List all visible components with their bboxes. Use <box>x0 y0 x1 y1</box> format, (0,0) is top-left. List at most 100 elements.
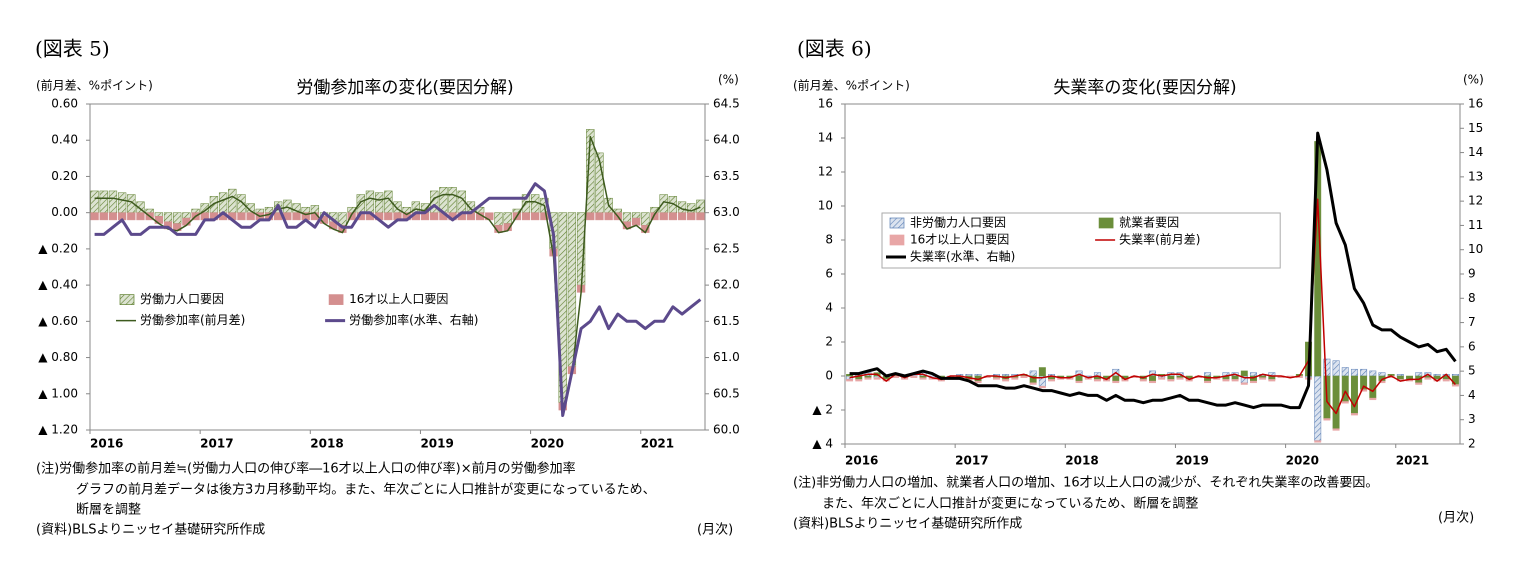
x-tick-label: 2016 <box>90 437 123 451</box>
plot-frame <box>89 103 706 431</box>
bar <box>1350 375 1358 414</box>
note: グラフの前月差データは後方3カ月移動平均。また、年次ごとに人口推計が変更になって… <box>76 482 656 498</box>
line <box>94 182 702 417</box>
bar <box>374 192 384 213</box>
bar <box>1259 377 1267 380</box>
y2-tick-label: 12 <box>1468 194 1483 208</box>
y2-tick-label: 62.5 <box>713 241 740 255</box>
bar <box>1231 379 1239 382</box>
chart-title: 労働参加率の変化(要因分解) <box>296 78 513 98</box>
y2-tick-label: 9 <box>1468 267 1476 281</box>
y2-tick-label: 13 <box>1468 169 1483 183</box>
y-tick-label: 6 <box>825 267 833 281</box>
y-tick-label: 10 <box>818 199 833 213</box>
y-tick-label: 2 <box>825 335 833 349</box>
bar <box>919 377 927 380</box>
y-tick-label: 8 <box>825 233 833 247</box>
y-axis-label: (前月差、%ポイント) <box>793 78 910 93</box>
bar <box>855 379 863 382</box>
legend-label: 16才以上人口要因 <box>349 292 448 306</box>
bar <box>430 212 439 221</box>
bar <box>1112 380 1120 384</box>
legend-label: 労働参加率(水準、右軸) <box>349 312 478 327</box>
bar <box>622 212 632 222</box>
bar <box>283 199 292 213</box>
bar <box>99 212 108 221</box>
y2-tick-label: 6 <box>1468 339 1476 353</box>
bar <box>1048 379 1055 382</box>
bar <box>659 194 668 213</box>
bar <box>90 190 99 213</box>
bar <box>1158 377 1166 380</box>
bar <box>1240 382 1248 385</box>
bar <box>218 192 228 213</box>
x-tick-label: 2021 <box>641 437 674 451</box>
bar <box>659 212 668 221</box>
y-tick-label: 16 <box>818 97 833 111</box>
bar <box>1396 375 1404 380</box>
bar <box>595 212 604 221</box>
y2-tick-label: 63.0 <box>713 205 740 219</box>
y-tick-label: ▲ 0.80 <box>38 350 78 364</box>
x-tick-label: 2016 <box>845 454 878 468</box>
line <box>849 131 1457 410</box>
bar <box>402 206 411 213</box>
bar <box>1415 372 1423 377</box>
bar <box>632 212 641 219</box>
y-tick-label: ▲ 0.20 <box>38 241 78 255</box>
bar <box>531 212 540 221</box>
y2-tick-label: 64.5 <box>713 97 740 111</box>
bar <box>1250 372 1257 377</box>
bar <box>1240 370 1248 377</box>
y2-axis-label: (%) <box>718 73 739 87</box>
x-tick-label: 2018 <box>310 437 343 451</box>
bar <box>163 212 173 222</box>
bar <box>1002 374 1010 377</box>
y2-tick-label: 60.0 <box>713 423 740 437</box>
x-tick-label: 2020 <box>1286 454 1319 468</box>
x-tick-label: 2019 <box>420 437 453 451</box>
y2-tick-label: 5 <box>1468 364 1476 378</box>
legend-swatch <box>119 294 135 305</box>
y-tick-label: 0.20 <box>51 169 78 183</box>
bar <box>1360 368 1368 377</box>
y2-tick-label: 16 <box>1468 97 1483 111</box>
bar <box>384 212 393 221</box>
y-tick-label: 0.00 <box>51 205 78 219</box>
bar <box>1350 368 1358 377</box>
x-axis-label: (月次) <box>1438 510 1474 526</box>
bar <box>687 212 696 221</box>
bar <box>1149 380 1156 384</box>
bar <box>154 216 163 224</box>
bar <box>108 190 118 213</box>
y2-tick-label: 64.0 <box>713 133 740 147</box>
legend-swatch <box>889 217 905 229</box>
plot-frame <box>844 103 1461 445</box>
bar <box>1011 377 1019 380</box>
y2-tick-label: 8 <box>1468 291 1476 305</box>
y2-tick-label: 11 <box>1468 218 1483 232</box>
bar <box>1396 374 1404 377</box>
y-tick-label: ▲ 0.40 <box>38 278 78 292</box>
bar <box>1038 367 1046 377</box>
note: 断層を調整 <box>76 503 141 518</box>
bar <box>641 212 650 226</box>
x-axis-label: (月次) <box>697 522 733 538</box>
x-tick-label: 2020 <box>531 437 564 451</box>
bar <box>136 212 145 221</box>
bar <box>255 208 264 213</box>
line <box>94 135 701 411</box>
y2-tick-label: 7 <box>1468 315 1476 329</box>
bar <box>1204 372 1212 377</box>
bar <box>1250 380 1257 384</box>
bar <box>1314 375 1322 441</box>
bar <box>1350 413 1358 416</box>
bar <box>1268 379 1276 382</box>
bar <box>1029 370 1037 377</box>
bar <box>1029 382 1037 385</box>
bar <box>846 379 854 382</box>
x-tick-label: 2018 <box>1065 454 1098 468</box>
bar <box>1222 379 1230 382</box>
bar <box>301 206 310 213</box>
source: (資料)BLSよりニッセイ基礎研究所作成 <box>36 523 265 538</box>
